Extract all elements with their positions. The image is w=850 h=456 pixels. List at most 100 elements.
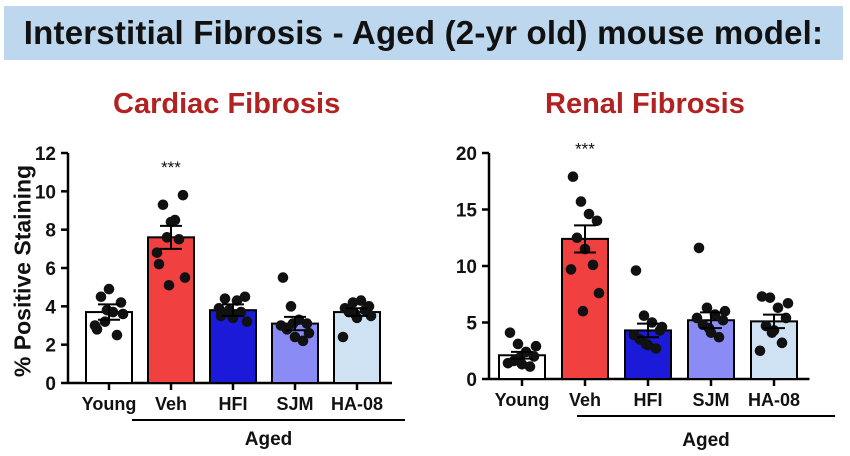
data-point — [231, 295, 243, 306]
data-point — [646, 317, 658, 328]
group-label: Aged — [245, 429, 293, 450]
data-point — [571, 232, 583, 244]
x-category-label: SJM — [276, 394, 313, 414]
data-point — [161, 232, 173, 243]
data-point — [289, 331, 301, 343]
data-point — [337, 331, 349, 343]
data-point — [701, 302, 713, 314]
x-category-label: Young — [495, 390, 550, 410]
x-category-label: Veh — [569, 390, 601, 410]
data-point — [764, 292, 776, 303]
data-point — [365, 310, 377, 322]
data-point — [504, 327, 516, 338]
y-tick-label: 20 — [456, 144, 477, 165]
y-tick-label: 8 — [45, 221, 56, 242]
data-point — [628, 329, 640, 341]
data-point — [117, 308, 129, 320]
x-category-label: SJM — [692, 390, 729, 410]
data-point — [512, 338, 524, 350]
data-point — [241, 316, 253, 327]
data-point — [163, 279, 175, 291]
data-point — [530, 340, 542, 352]
data-point — [565, 264, 577, 275]
y-tick-label: 15 — [456, 201, 478, 222]
data-point — [177, 189, 189, 201]
renal-chart-title: Renal Fibrosis — [545, 88, 745, 120]
data-point — [719, 305, 731, 317]
x-category-label: HFI — [634, 390, 663, 410]
y-tick-label: 0 — [45, 374, 56, 395]
cardiac-chart: 0 2 4 6 8 10 12 Young *** Veh HFI SJM HA-08 Aged — [35, 144, 405, 450]
data-point — [766, 327, 778, 338]
data-point — [693, 242, 705, 254]
data-point — [225, 308, 237, 320]
data-point — [514, 352, 526, 363]
data-point — [95, 291, 107, 303]
y-tick-label: 5 — [466, 314, 477, 335]
data-point — [756, 291, 768, 302]
group-label: Aged — [682, 430, 730, 451]
data-point — [179, 272, 191, 283]
data-point — [776, 337, 788, 349]
x-category-label: Young — [82, 394, 137, 414]
cardiac-chart-title: Cardiac Fibrosis — [113, 88, 341, 120]
data-point — [239, 291, 251, 303]
y-tick-label: 4 — [45, 297, 56, 318]
y-tick-label: 10 — [456, 257, 477, 278]
data-point — [153, 258, 165, 270]
y-tick-label: 10 — [35, 182, 56, 203]
data-point — [287, 318, 299, 329]
data-point — [593, 287, 605, 299]
data-point — [754, 345, 766, 357]
data-point — [285, 301, 297, 312]
data-point — [502, 357, 514, 369]
data-point — [301, 318, 313, 329]
data-point — [656, 321, 668, 333]
data-point — [577, 305, 589, 317]
y-tick-label: 12 — [35, 144, 56, 165]
data-point — [587, 259, 599, 271]
data-point — [782, 297, 794, 309]
data-point — [151, 247, 163, 258]
data-point — [103, 283, 115, 295]
data-point — [303, 327, 315, 339]
data-point — [297, 335, 309, 347]
data-point — [165, 216, 177, 228]
data-point — [567, 171, 579, 183]
data-point — [349, 308, 361, 320]
data-point — [355, 295, 367, 306]
data-point — [717, 314, 729, 326]
data-point — [591, 215, 603, 227]
y-tick-label: 0 — [466, 370, 477, 391]
data-point — [772, 302, 784, 314]
x-category-label: HA-08 — [748, 390, 800, 410]
data-point — [235, 306, 247, 318]
data-point — [713, 331, 725, 343]
significance-label: *** — [575, 140, 595, 159]
data-point — [115, 297, 127, 308]
data-point — [219, 293, 231, 304]
data-point — [275, 320, 287, 331]
x-category-label: HA-08 — [331, 394, 383, 414]
significance-label: *** — [161, 158, 181, 177]
data-point — [347, 297, 359, 308]
data-point — [638, 310, 650, 322]
data-point — [157, 199, 169, 211]
data-point — [630, 265, 642, 276]
page-title: Interstitial Fibrosis - Aged (2-yr old) … — [23, 14, 824, 51]
data-point — [111, 329, 123, 341]
renal-chart: 0 5 10 15 20 Young *** Veh HFI SJM HA-08 Aged — [456, 140, 835, 451]
bar-veh — [147, 236, 195, 384]
data-point — [101, 304, 113, 316]
data-point — [640, 338, 652, 350]
data-point — [277, 272, 289, 283]
data-point — [575, 196, 587, 207]
bar-ha-08 — [333, 311, 381, 385]
y-tick-label: 2 — [45, 336, 56, 357]
x-category-label: Veh — [155, 394, 187, 414]
data-point — [213, 302, 225, 314]
y-tick-label: 6 — [45, 259, 56, 280]
title-banner: Interstitial Fibrosis - Aged (2-yr old) … — [4, 6, 843, 60]
data-point — [173, 233, 185, 245]
